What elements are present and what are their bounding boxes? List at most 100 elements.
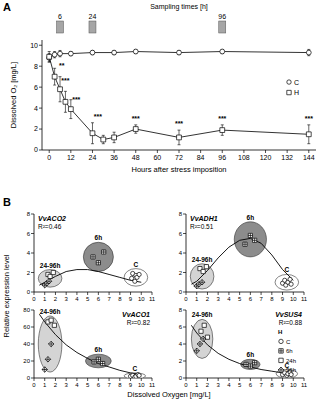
group-ellipse bbox=[85, 354, 111, 368]
y-tick bbox=[183, 327, 186, 328]
point bbox=[42, 367, 47, 372]
x-tick-label: 0 bbox=[32, 382, 36, 388]
y-tick bbox=[31, 214, 34, 215]
y-tick-label: 0 bbox=[27, 289, 31, 295]
point bbox=[248, 364, 252, 368]
x-tick bbox=[196, 378, 197, 381]
point bbox=[68, 107, 73, 112]
x-tick bbox=[261, 378, 262, 381]
group-label: 24-96h bbox=[40, 308, 61, 315]
group-ellipse bbox=[124, 269, 148, 287]
chart-title: VvSUS4 bbox=[275, 311, 302, 318]
x-tick bbox=[98, 292, 99, 295]
group-ellipse bbox=[38, 316, 62, 372]
point bbox=[204, 265, 208, 269]
group-ellipse bbox=[38, 270, 62, 288]
series-line bbox=[39, 270, 141, 286]
x-tick bbox=[207, 292, 208, 295]
legend-label: C bbox=[294, 79, 299, 86]
point bbox=[220, 49, 225, 54]
point bbox=[199, 280, 204, 285]
x-tick-label: 8 bbox=[270, 382, 274, 388]
y-axis-label: Relative expression level bbox=[2, 254, 11, 337]
group-label: 6h bbox=[247, 214, 255, 221]
chart-title: VvACO2 bbox=[38, 215, 66, 222]
point bbox=[96, 357, 100, 361]
point bbox=[52, 52, 57, 57]
x-tick bbox=[87, 378, 88, 381]
y-tick bbox=[183, 214, 186, 215]
x-tick-label: 120 bbox=[260, 154, 272, 161]
group-ellipse bbox=[234, 222, 266, 257]
x-tick bbox=[308, 150, 309, 153]
x-tick-label: 3 bbox=[217, 382, 221, 388]
y-tick-label: 8 bbox=[179, 211, 183, 217]
y-tick-label: 20 bbox=[23, 358, 30, 364]
y-tick bbox=[31, 253, 34, 254]
x-tick bbox=[76, 292, 77, 295]
point bbox=[58, 51, 63, 56]
chart-subtitle: R²=0.46 bbox=[38, 223, 62, 230]
x-tick bbox=[186, 378, 187, 381]
x-tick bbox=[265, 150, 266, 153]
x-tick bbox=[228, 292, 229, 295]
point bbox=[90, 50, 95, 55]
x-tick bbox=[34, 378, 35, 381]
y-tick bbox=[31, 327, 34, 328]
y-tick-label: 6 bbox=[34, 84, 38, 91]
chart-subtitle: R²=0.82 bbox=[127, 319, 151, 326]
y-tick-label: 80 bbox=[23, 307, 30, 313]
x-tick-label: 72 bbox=[175, 154, 183, 161]
x-tick bbox=[98, 378, 99, 381]
point bbox=[112, 50, 117, 55]
y-tick-label: 6 bbox=[179, 324, 183, 330]
group-label: C bbox=[132, 365, 137, 372]
group-ellipse bbox=[275, 274, 299, 290]
legend-label: H bbox=[294, 89, 299, 96]
x-tick-label: 84 bbox=[197, 154, 205, 161]
x-tick-label: 6 bbox=[249, 382, 253, 388]
x-tick bbox=[196, 292, 197, 295]
error-bar bbox=[48, 52, 51, 62]
x-tick bbox=[282, 378, 283, 381]
point bbox=[63, 99, 68, 104]
x-tick-label: 5 bbox=[238, 296, 242, 302]
legend-title: H bbox=[278, 329, 282, 335]
x-tick bbox=[114, 150, 115, 153]
y-tick-label: 4 bbox=[27, 250, 31, 256]
y-tick-label: 2 bbox=[179, 358, 183, 364]
x-tick-label: 1 bbox=[43, 382, 47, 388]
x-tick bbox=[141, 292, 142, 295]
x-tick-label: 6 bbox=[249, 296, 253, 302]
figure: AB012243648607284961081201321440246810Sa… bbox=[0, 0, 328, 400]
point bbox=[91, 255, 95, 259]
legend-label: 24h bbox=[286, 358, 296, 364]
y-tick-label: 2 bbox=[27, 270, 31, 276]
y-tick-label: 40 bbox=[23, 341, 30, 347]
group-label: 24-96h bbox=[192, 256, 213, 263]
plot-area bbox=[190, 222, 298, 290]
y-tick-label: 2 bbox=[179, 270, 183, 276]
x-tick bbox=[119, 292, 120, 295]
y-tick-label: 4 bbox=[179, 341, 183, 347]
annotation: *** bbox=[61, 77, 69, 84]
x-tick-label: 9 bbox=[281, 382, 285, 388]
x-tick bbox=[87, 292, 88, 295]
point bbox=[101, 137, 106, 142]
point bbox=[288, 277, 292, 281]
sampling-time: 6 bbox=[58, 13, 62, 20]
point bbox=[68, 51, 73, 56]
x-tick-label: 1 bbox=[195, 296, 199, 302]
x-tick-label: 8 bbox=[270, 296, 274, 302]
x-tick bbox=[250, 378, 251, 381]
x-tick-label: 2 bbox=[206, 296, 210, 302]
error-bar bbox=[221, 125, 224, 135]
y-tick bbox=[31, 272, 34, 273]
x-tick-label: 1 bbox=[195, 382, 199, 388]
point bbox=[46, 279, 51, 284]
point bbox=[52, 74, 57, 79]
point bbox=[220, 128, 225, 133]
group-label: 24-96h bbox=[40, 262, 61, 269]
x-tick bbox=[70, 150, 71, 153]
x-tick-label: 6 bbox=[97, 296, 101, 302]
